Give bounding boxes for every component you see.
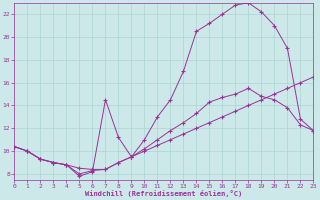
X-axis label: Windchill (Refroidissement éolien,°C): Windchill (Refroidissement éolien,°C) <box>85 190 243 197</box>
